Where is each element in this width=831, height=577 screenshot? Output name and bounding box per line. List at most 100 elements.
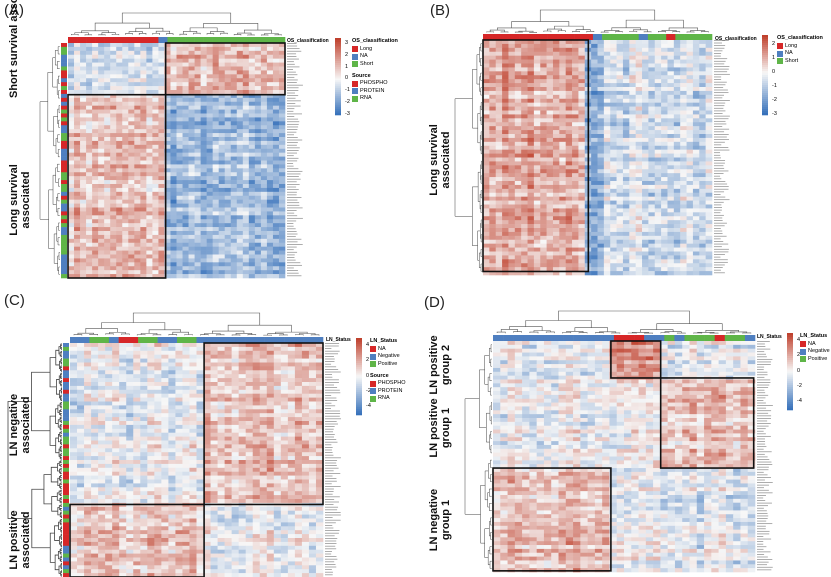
heatmap-cell — [508, 247, 516, 252]
heatmap-cell — [86, 43, 93, 48]
heatmap-cell — [158, 90, 165, 95]
heatmap-cell — [230, 223, 238, 228]
heatmap-cell — [122, 191, 129, 197]
heatmap-cell — [642, 67, 649, 72]
dendrogram-branch — [575, 29, 591, 32]
heatmap-cell — [578, 231, 586, 237]
heatmap-cell — [603, 216, 611, 221]
heatmap-cell — [552, 149, 560, 154]
cluster-box — [67, 93, 167, 279]
heatmap-cell — [152, 133, 159, 138]
heatmap-cell — [495, 161, 503, 166]
heatmap-cell — [635, 220, 643, 225]
heatmap-cell — [188, 254, 195, 259]
heatmap-cell — [540, 263, 547, 268]
heatmap-cell — [200, 203, 207, 208]
heatmap-cell — [182, 164, 189, 169]
heatmap-cell — [266, 274, 274, 279]
heatmap-cell — [210, 346, 218, 352]
heatmap-cell — [552, 51, 560, 56]
heatmap-cell — [254, 238, 262, 244]
heatmap-cell — [514, 43, 522, 49]
heatmap-cell — [597, 255, 605, 260]
annotation-cell — [592, 34, 603, 40]
heatmap-cell — [616, 216, 624, 221]
heatmap-cell — [502, 79, 509, 84]
heatmap-cell — [242, 242, 250, 247]
dendrogram-branch — [480, 249, 482, 257]
heatmap-cell — [546, 255, 554, 260]
row-name-mark — [714, 102, 726, 104]
heatmap-cell — [572, 40, 579, 45]
row-annotation-cell — [61, 74, 67, 79]
heatmap-cell — [648, 149, 656, 154]
heatmap-cell — [200, 176, 207, 181]
heatmap-cell — [616, 67, 624, 72]
heatmap-cell — [540, 114, 547, 119]
heatmap-cell — [116, 238, 123, 244]
heatmap-cell — [242, 58, 250, 63]
heatmap-cell — [527, 181, 535, 186]
heatmap-cell — [80, 184, 87, 189]
heatmap-cell — [661, 173, 668, 178]
heatmap-cell — [236, 144, 244, 150]
heatmap-cell — [68, 172, 75, 177]
heatmap-cell — [603, 169, 611, 174]
heatmap-cell — [278, 121, 286, 126]
heatmap-cell — [546, 118, 554, 123]
dendrogram-branch — [480, 146, 482, 155]
heatmap-cell — [266, 238, 274, 244]
heatmap-cell — [134, 74, 141, 79]
heatmap-cell — [692, 114, 700, 119]
heatmap-cell — [74, 101, 81, 106]
heatmap-cell — [661, 196, 668, 201]
heatmap-cell — [502, 134, 509, 139]
heatmap-cell — [546, 259, 554, 264]
heatmap-cell — [272, 274, 280, 279]
heatmap-cell — [489, 102, 497, 107]
heatmap-cell — [546, 212, 554, 217]
heatmap-cell — [552, 177, 560, 182]
heatmap-cell — [74, 121, 81, 126]
heatmap-cell — [514, 259, 522, 264]
heatmap-cell — [242, 187, 250, 193]
heatmap-cell — [74, 117, 81, 122]
heatmap-cell — [86, 238, 93, 244]
heatmap-cell — [86, 234, 93, 240]
heatmap-cell — [170, 90, 177, 95]
heatmap-cell — [80, 215, 87, 220]
heatmap-cell — [559, 87, 566, 92]
heatmap-cell — [642, 134, 649, 139]
row-name-mark — [714, 84, 726, 86]
heatmap-cell — [248, 113, 256, 118]
annotation-cell — [675, 34, 685, 40]
heatmap-cell — [218, 121, 226, 126]
heatmap-cell — [705, 126, 713, 131]
heatmap-cell — [86, 250, 93, 255]
heatmap-cell — [546, 145, 554, 150]
heatmap-cell — [278, 176, 286, 181]
heatmap-cell — [260, 82, 268, 87]
heatmap-cell — [629, 79, 636, 84]
heatmap-cell — [686, 71, 694, 76]
heatmap-cell — [278, 78, 286, 83]
heatmap-cell — [147, 350, 155, 355]
heatmap-cell — [86, 254, 93, 259]
row-annotation-cell — [61, 43, 67, 48]
heatmap-cell — [705, 87, 713, 92]
heatmap-cell — [86, 223, 93, 228]
heatmap-cell — [540, 130, 547, 135]
heatmap-cell — [152, 203, 159, 208]
heatmap-cell — [200, 160, 207, 165]
dendrogram-branch — [52, 174, 57, 205]
heatmap-cell — [533, 228, 541, 233]
heatmap-cell — [495, 90, 503, 96]
dendrogram-branch — [56, 226, 59, 242]
heatmap-cell — [260, 199, 268, 204]
heatmap-cell — [68, 242, 75, 247]
heatmap-cell — [164, 258, 171, 263]
heatmap-cell — [224, 148, 232, 153]
colorbar-segment — [335, 99, 341, 102]
heatmap-cell — [116, 266, 123, 271]
heatmap-cell — [194, 242, 201, 247]
